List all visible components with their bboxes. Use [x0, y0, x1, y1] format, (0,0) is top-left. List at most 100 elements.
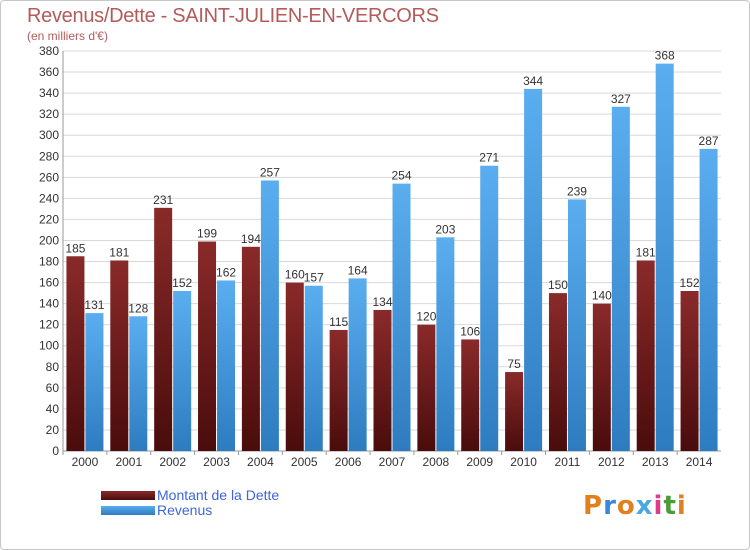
bar-revenus-2006: [348, 278, 367, 451]
data-label-revenus-2013: 368: [655, 49, 675, 63]
y-tick-label: 60: [46, 381, 60, 395]
bar-dette-2011: [548, 293, 567, 451]
bar-revenus-2008: [436, 237, 455, 451]
data-label-dette-2003: 199: [197, 227, 217, 241]
data-label-revenus-2014: 287: [699, 134, 719, 148]
data-label-dette-2005: 160: [285, 268, 305, 282]
x-tick-label: 2005: [291, 455, 318, 469]
y-tick-label: 140: [39, 297, 59, 311]
bar-revenus-2001: [129, 316, 148, 451]
bar-dette-2014: [680, 291, 699, 451]
bar-dette-2010: [505, 372, 524, 451]
data-label-dette-2002: 231: [153, 193, 173, 207]
data-label-revenus-2006: 164: [348, 263, 368, 277]
data-label-revenus-2009: 271: [479, 151, 499, 165]
bar-revenus-2002: [173, 291, 192, 451]
unit-label: (en milliers d'€): [27, 29, 108, 43]
x-tick-label: 2003: [203, 455, 230, 469]
x-tick-label: 2010: [510, 455, 537, 469]
data-label-revenus-2000: 131: [84, 298, 104, 312]
bar-revenus-2000: [85, 313, 104, 451]
data-label-dette-2006: 115: [329, 315, 348, 329]
y-tick-label: 80: [46, 360, 60, 374]
bar-dette-2009: [461, 339, 480, 451]
y-tick-label: 160: [39, 276, 59, 290]
bar-dette-2002: [154, 207, 173, 451]
y-tick-label: 200: [39, 233, 59, 247]
bar-revenus-2010: [524, 88, 543, 451]
data-label-revenus-2007: 254: [391, 169, 411, 183]
bar-revenus-2004: [260, 180, 279, 451]
bar-dette-2000: [66, 256, 85, 451]
bar-dette-2005: [285, 282, 304, 451]
y-tick-label: 40: [46, 402, 60, 416]
data-label-revenus-2012: 327: [611, 92, 631, 106]
data-label-revenus-2004: 257: [260, 165, 280, 179]
x-tick-label: 2002: [159, 455, 186, 469]
bar-dette-2003: [198, 241, 217, 451]
proxiti-logo: Proxiti: [583, 491, 687, 521]
bar-revenus-2009: [480, 165, 499, 451]
legend-swatch-revenus: [101, 506, 155, 515]
y-tick-label: 260: [39, 170, 59, 184]
bar-dette-2001: [110, 260, 129, 451]
bar-revenus-2007: [392, 183, 411, 451]
bar-revenus-2014: [699, 148, 718, 452]
data-label-revenus-2003: 162: [216, 265, 236, 279]
bar-dette-2007: [373, 309, 392, 451]
y-tick-label: 180: [39, 255, 59, 269]
bar-dette-2008: [417, 324, 436, 451]
bar-dette-2006: [329, 329, 348, 451]
data-label-revenus-2011: 239: [567, 184, 587, 198]
data-label-dette-2004: 194: [241, 232, 261, 246]
y-tick-label: 280: [39, 149, 59, 163]
bar-revenus-2003: [217, 280, 236, 451]
bar-revenus-2013: [655, 63, 674, 451]
data-label-dette-2014: 152: [680, 276, 700, 290]
bar-dette-2013: [636, 260, 655, 451]
x-tick-label: 2007: [379, 455, 406, 469]
x-tick-label: 2006: [335, 455, 362, 469]
y-axis-ticks: 0 20 40 60 80 100 120 140 160 180 200 220 240 260 280 3…: [39, 44, 59, 458]
data-label-dette-2000: 185: [65, 241, 85, 255]
x-tick-label: 2014: [686, 455, 713, 469]
data-label-dette-2007: 134: [372, 295, 392, 309]
bar-revenus-2005: [304, 285, 323, 451]
data-label-dette-2009: 106: [460, 324, 480, 338]
data-label-dette-2012: 140: [592, 289, 612, 303]
bars: [66, 63, 718, 452]
data-label-dette-2013: 181: [636, 245, 656, 259]
y-tick-label: 100: [39, 339, 59, 353]
y-tick-label: 300: [39, 128, 59, 142]
data-label-revenus-2010: 344: [523, 74, 543, 88]
legend-swatch-dette: [101, 491, 155, 500]
y-tick-label: 340: [39, 86, 59, 100]
x-tick-label: 2000: [72, 455, 99, 469]
x-tick-label: 2004: [247, 455, 274, 469]
y-tick-label: 360: [39, 65, 59, 79]
y-tick-label: 380: [39, 44, 59, 58]
x-axis-ticks: 2000 2001 2002 2003 2004 2005 2006 2007 2008 2009…: [62, 451, 713, 469]
x-tick-label: 2008: [423, 455, 450, 469]
data-label-revenus-2008: 203: [435, 222, 455, 236]
x-tick-label: 2009: [466, 455, 493, 469]
grid-lines: [62, 50, 721, 452]
data-label-revenus-2002: 152: [172, 276, 192, 290]
y-tick-label: 0: [52, 444, 59, 458]
bar-dette-2012: [592, 303, 611, 451]
x-tick-label: 2001: [115, 455, 142, 469]
x-tick-label: 2013: [642, 455, 669, 469]
x-tick-label: 2012: [598, 455, 625, 469]
y-tick-label: 240: [39, 191, 59, 205]
data-label-revenus-2001: 128: [128, 301, 148, 315]
y-tick-label: 120: [39, 318, 59, 332]
legend-label-dette: Montant de la Dette: [157, 487, 280, 503]
y-tick-label: 220: [39, 212, 59, 226]
data-label-dette-2001: 181: [109, 245, 129, 259]
data-label-dette-2011: 150: [548, 278, 568, 292]
y-tick-label: 320: [39, 107, 59, 121]
data-label-revenus-2005: 157: [304, 271, 324, 285]
